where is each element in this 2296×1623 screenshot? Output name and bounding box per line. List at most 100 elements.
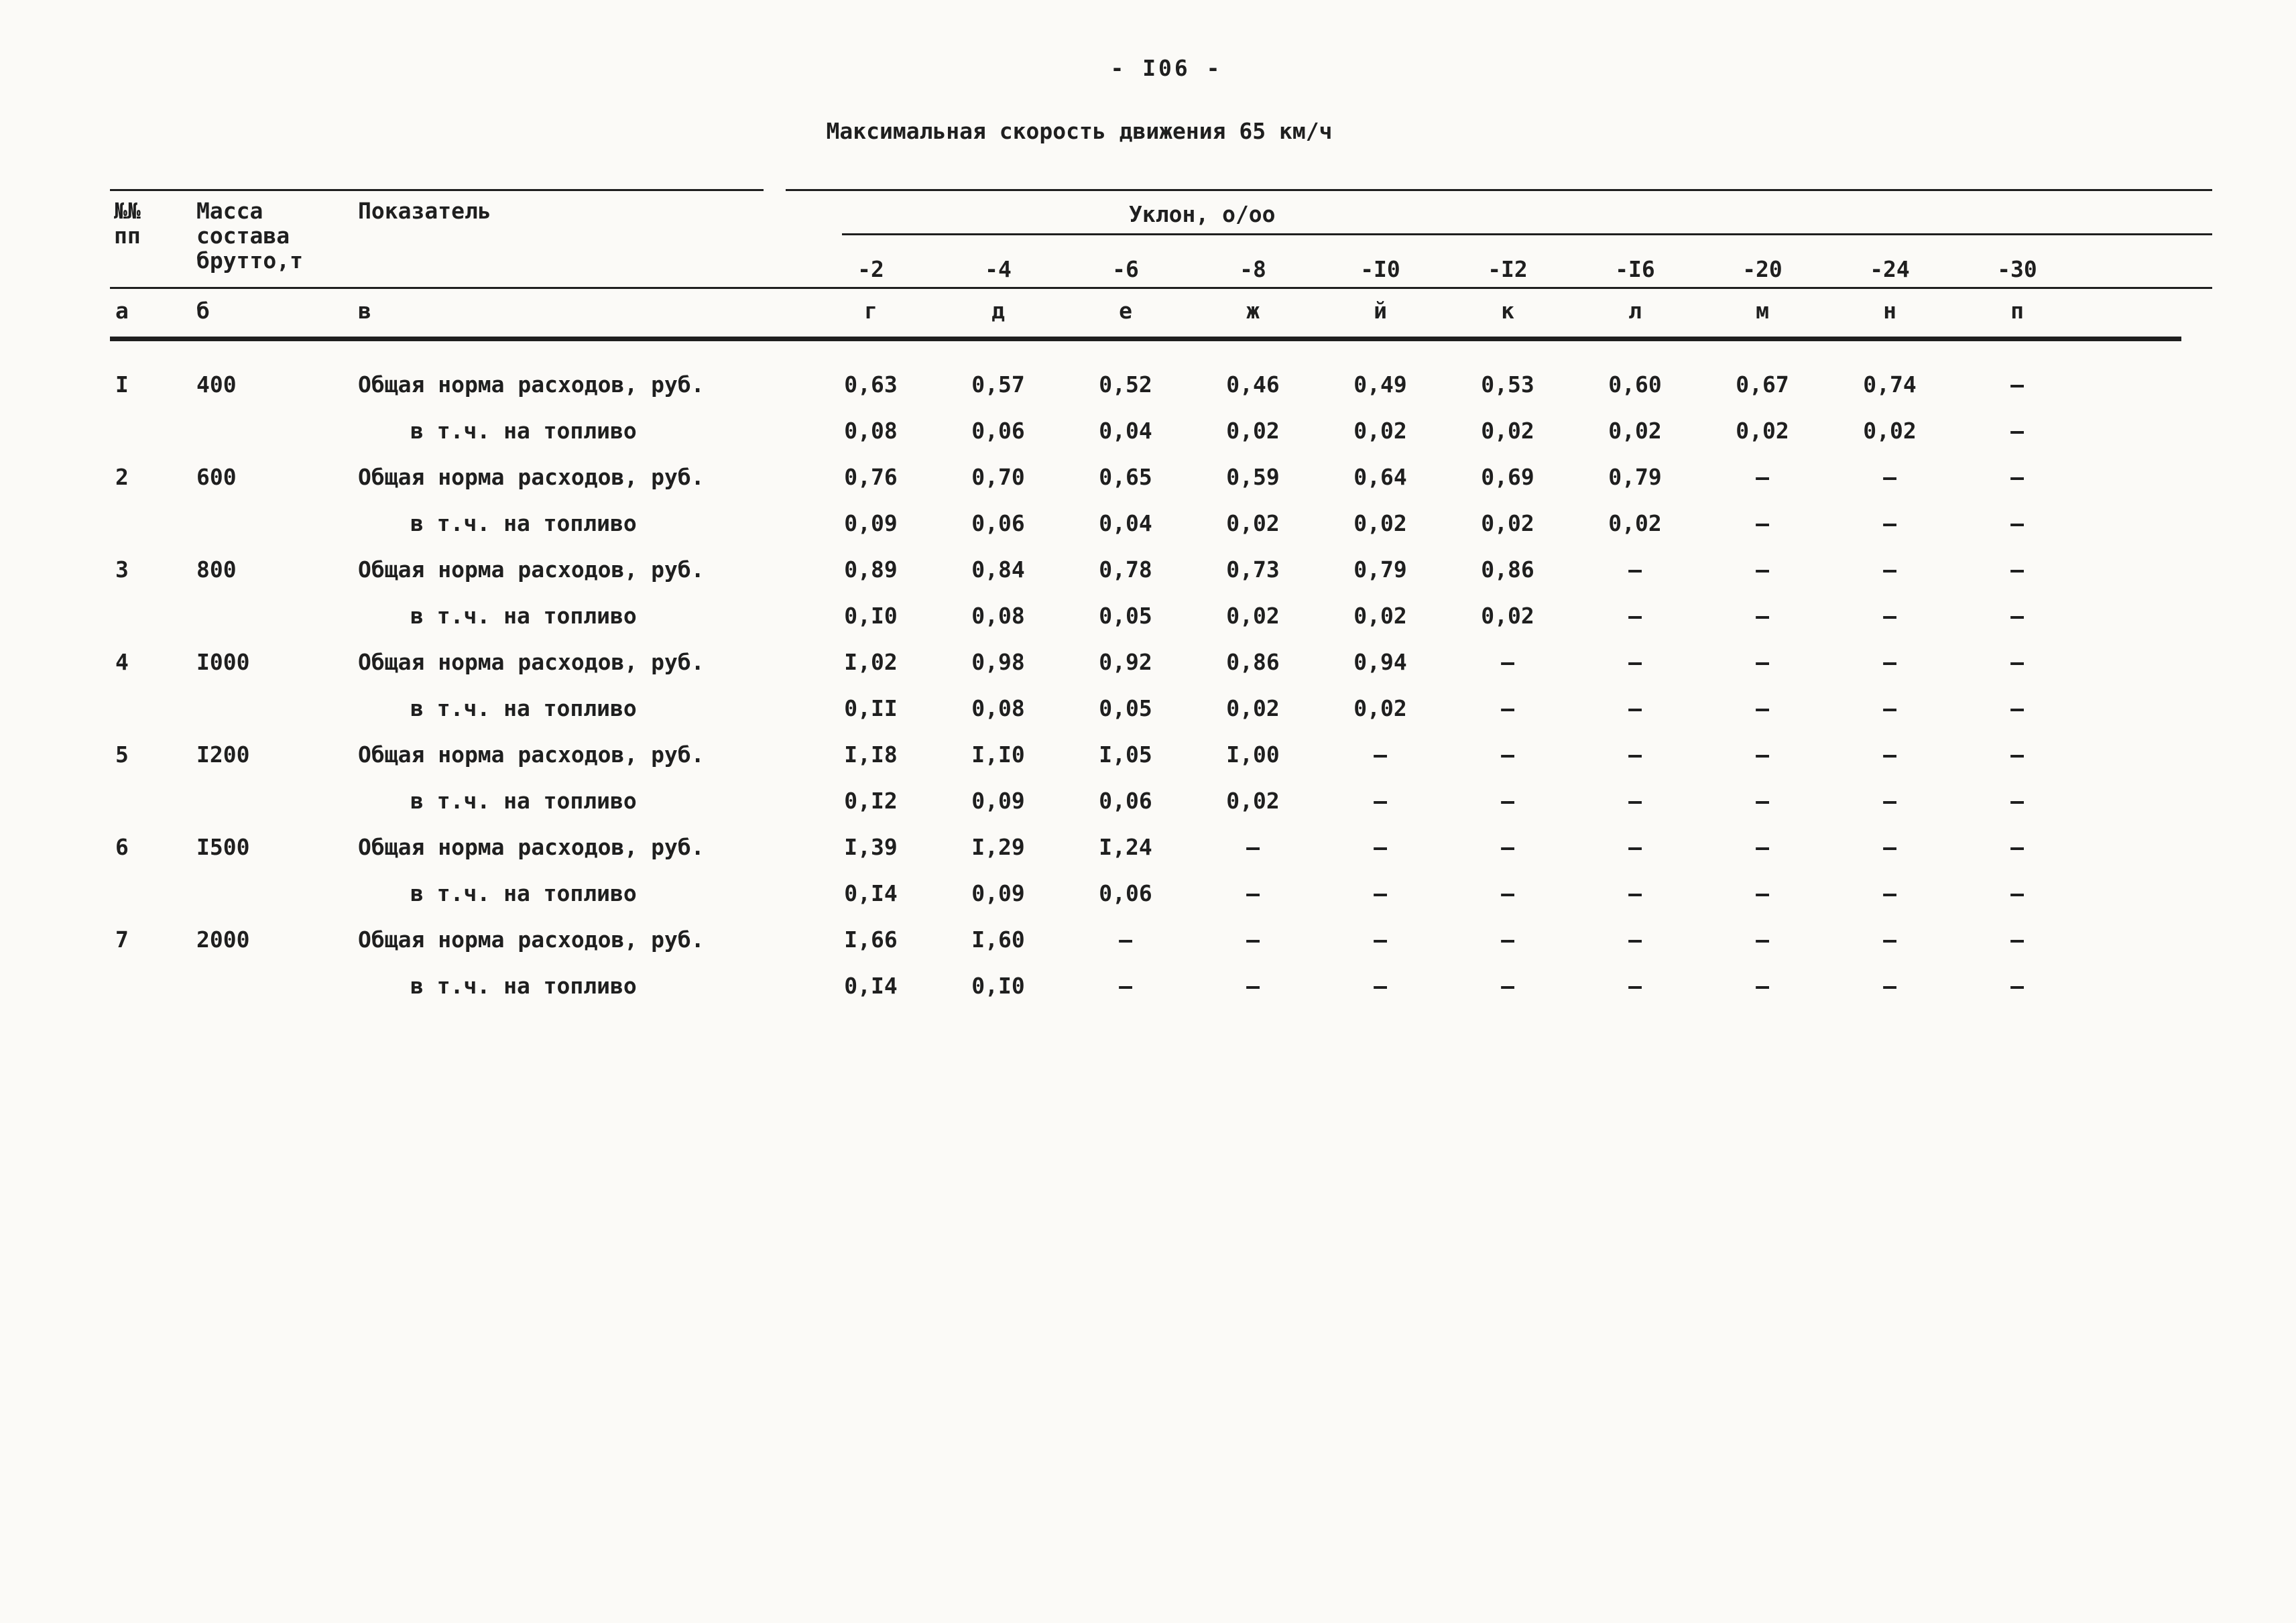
letter-cell: б — [196, 298, 210, 324]
value-cell: – — [2010, 834, 2024, 860]
table-row: 7 2000 Общая норма расходов, руб. I,66 I,60 –… — [110, 916, 2212, 963]
indicator-cell: в т.ч. на топливо — [410, 510, 637, 536]
value-cell: – — [1883, 464, 1896, 490]
value-cell: – — [1883, 649, 1896, 675]
table-row: 3 800 Общая норма расходов, руб. 0,89 0,84 0,… — [110, 546, 2212, 593]
value-cell: – — [1883, 834, 1896, 860]
row-num-cell: 7 — [115, 926, 129, 953]
value-cell: 0,02 — [1608, 510, 1662, 536]
mass-cell: 400 — [196, 371, 237, 398]
value-cell: 0,I0 — [971, 973, 1025, 999]
value-cell: I,I8 — [844, 741, 898, 768]
value-cell: – — [2010, 926, 2024, 953]
value-cell: I,05 — [1099, 741, 1152, 768]
letter-cell: л — [1628, 298, 1642, 324]
indicator-cell: в т.ч. на топливо — [410, 788, 637, 814]
row-num-cell: 5 — [115, 741, 129, 768]
value-cell: 0,02 — [1863, 418, 1917, 444]
row-num-cell: 2 — [115, 464, 129, 490]
letter-cell: а — [115, 298, 129, 324]
value-cell: 0,92 — [1099, 649, 1152, 675]
letter-cell: к — [1501, 298, 1514, 324]
row-num-cell: I — [115, 371, 129, 398]
value-cell: 0,I4 — [844, 880, 898, 906]
value-cell: 0,02 — [1481, 510, 1534, 536]
value-cell: I,00 — [1226, 741, 1280, 768]
value-cell: – — [1756, 926, 1769, 953]
page-number: - I06 - — [1110, 55, 1223, 81]
mass-cell: 2000 — [196, 926, 250, 953]
value-cell: – — [1628, 973, 1642, 999]
value-cell: 0,08 — [844, 418, 898, 444]
value-cell: 0,02 — [1736, 418, 1789, 444]
value-cell: – — [2010, 371, 2024, 398]
indicator-cell: Общая норма расходов, руб. — [358, 556, 705, 583]
value-cell: I,24 — [1099, 834, 1152, 860]
header-bottom-rule — [110, 337, 2181, 341]
table-row: 5 I200 Общая норма расходов, руб. I,I8 I,I0 I… — [110, 731, 2212, 778]
value-cell: 0,70 — [971, 464, 1025, 490]
slope-col-header: -I2 — [1488, 256, 1528, 282]
value-cell: I,60 — [971, 926, 1025, 953]
slope-col-header: -8 — [1240, 256, 1266, 282]
table-row: в т.ч. на топливо 0,I0 0,08 0,05 0,02 0,02 0,0… — [110, 593, 2212, 639]
value-cell: – — [1628, 556, 1642, 583]
letter-cell: н — [1883, 298, 1896, 324]
value-cell: 0,63 — [844, 371, 898, 398]
value-cell: 0,46 — [1226, 371, 1280, 398]
indicator-cell: в т.ч. на топливо — [410, 418, 637, 444]
value-cell: 0,02 — [1226, 510, 1280, 536]
mass-cell: I500 — [196, 834, 250, 860]
value-cell: 0,98 — [971, 649, 1025, 675]
table-row: в т.ч. на топливо 0,09 0,06 0,04 0,02 0,02 0,0… — [110, 500, 2212, 546]
letter-cell: в — [358, 298, 371, 324]
letter-cell: г — [864, 298, 878, 324]
value-cell: – — [1883, 880, 1896, 906]
value-cell: 0,52 — [1099, 371, 1152, 398]
value-cell: 0,79 — [1608, 464, 1662, 490]
value-cell: – — [1756, 973, 1769, 999]
value-cell: 0,02 — [1353, 695, 1407, 721]
value-cell: 0,06 — [971, 418, 1025, 444]
value-cell: 0,86 — [1226, 649, 1280, 675]
value-cell: – — [1628, 834, 1642, 860]
table-body: I 400 Общая норма расходов, руб. 0,63 0,57 0,… — [110, 343, 2212, 1009]
value-cell: 0,02 — [1608, 418, 1662, 444]
slope-group-header: Уклон, о/оо — [1129, 201, 1276, 227]
slope-col-header: -I0 — [1360, 256, 1400, 282]
value-cell: – — [1501, 834, 1514, 860]
col-header-indicator: Показатель — [358, 198, 491, 224]
value-cell: I,66 — [844, 926, 898, 953]
value-cell: 0,02 — [1353, 603, 1407, 629]
value-cell: – — [1374, 880, 1387, 906]
value-cell: 0,06 — [971, 510, 1025, 536]
value-cell: – — [1883, 926, 1896, 953]
col-header-num: №№ пп — [114, 198, 141, 249]
value-cell: – — [1374, 834, 1387, 860]
value-cell: – — [1246, 973, 1260, 999]
value-cell: 0,09 — [844, 510, 898, 536]
mass-cell: 600 — [196, 464, 237, 490]
indicator-cell: в т.ч. на топливо — [410, 603, 637, 629]
row-num-cell: 3 — [115, 556, 129, 583]
value-cell: – — [2010, 556, 2024, 583]
value-cell: – — [1374, 973, 1387, 999]
indicator-cell: Общая норма расходов, руб. — [358, 649, 705, 675]
slope-col-headers: -2 -4 -6 -8 -I0 -I2 -I6 -20 -24 -30 — [807, 256, 2081, 282]
value-cell: 0,05 — [1099, 603, 1152, 629]
table-row: в т.ч. на топливо 0,I4 0,09 0,06 – – – – – – – — [110, 870, 2212, 916]
indicator-cell: Общая норма расходов, руб. — [358, 741, 705, 768]
value-cell: – — [1756, 834, 1769, 860]
value-cell: 0,05 — [1099, 695, 1152, 721]
value-cell: 0,04 — [1099, 418, 1152, 444]
value-cell: – — [2010, 973, 2024, 999]
value-cell: – — [1883, 695, 1896, 721]
value-cell: – — [2010, 741, 2024, 768]
slope-group-rule — [842, 233, 2212, 235]
value-cell: 0,08 — [971, 695, 1025, 721]
value-cell: 0,02 — [1353, 510, 1407, 536]
value-cell: – — [1501, 741, 1514, 768]
value-cell: I,I0 — [971, 741, 1025, 768]
indicator-cell: Общая норма расходов, руб. — [358, 834, 705, 860]
